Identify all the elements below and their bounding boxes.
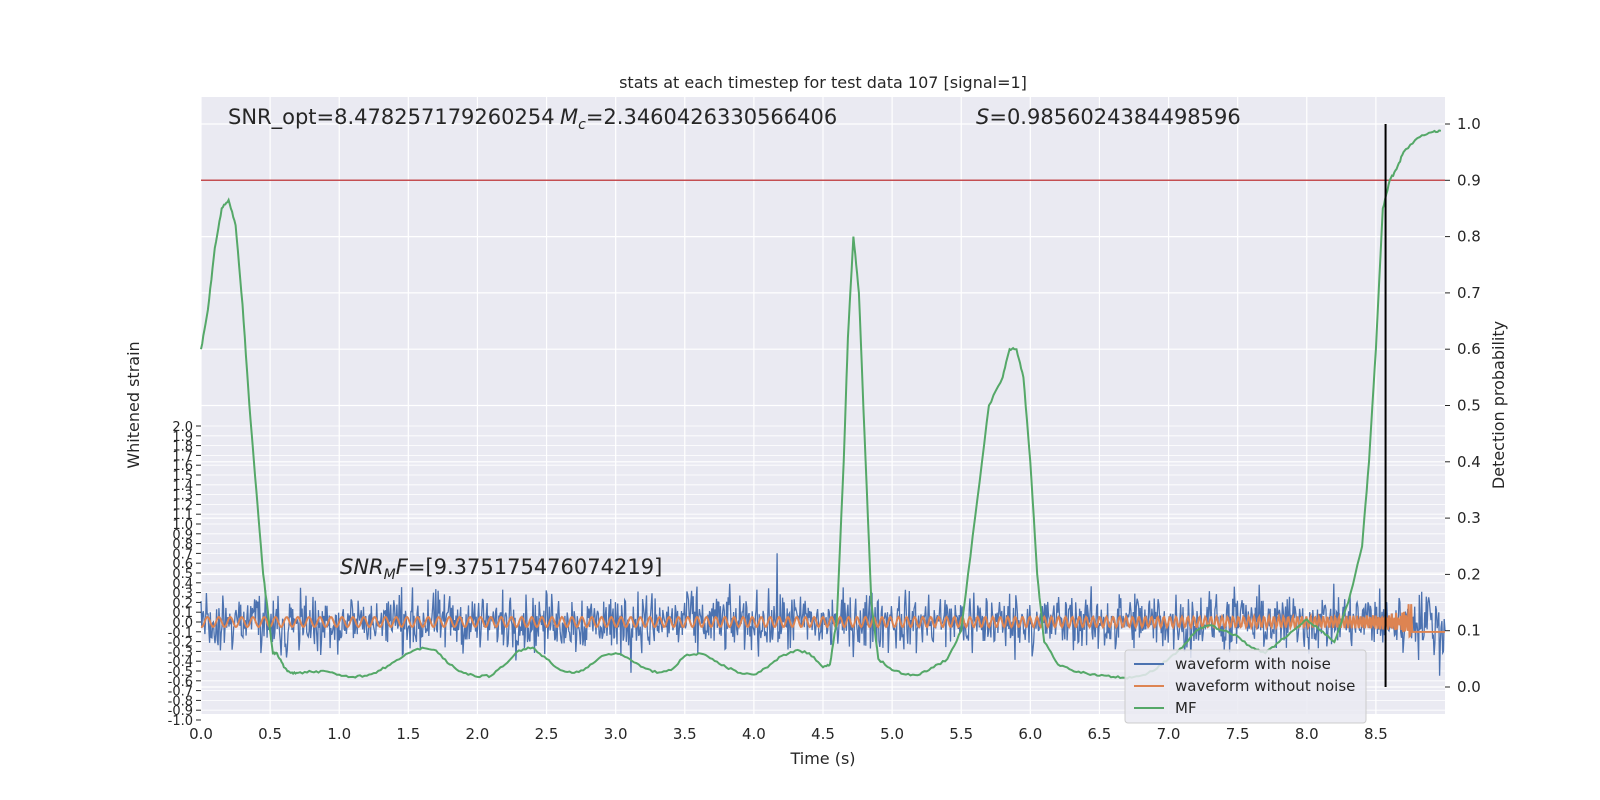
left-axis-label: Whitened strain bbox=[124, 341, 143, 468]
right-axis-label: Detection probability bbox=[1489, 321, 1508, 489]
left-tick-label: 0.9 bbox=[172, 528, 193, 543]
mc-subscript: c bbox=[578, 117, 586, 133]
left-tick-label: 1.5 bbox=[172, 469, 193, 484]
s-value: =0.9856024384498596 bbox=[989, 105, 1240, 129]
left-tick-label: -0.6 bbox=[168, 675, 193, 690]
snr-mf-rest: F bbox=[396, 555, 409, 579]
right-tick-label: 0.8 bbox=[1457, 228, 1481, 246]
left-axis-grid bbox=[201, 425, 1445, 721]
left-tick-label: 0.7 bbox=[172, 547, 193, 562]
x-tick-label: 3.5 bbox=[673, 725, 697, 743]
x-tick-label: 8.0 bbox=[1295, 725, 1319, 743]
left-tick-label: -0.4 bbox=[168, 655, 193, 670]
legend-label-clean: waveform without noise bbox=[1175, 677, 1355, 695]
left-tick-label: 0.4 bbox=[172, 577, 193, 592]
right-tick-label: 0.3 bbox=[1457, 509, 1481, 527]
noise-waveform-line bbox=[200, 553, 1446, 676]
mf-line bbox=[200, 129, 1442, 680]
x-tick-label: 3.0 bbox=[604, 725, 628, 743]
left-tick-label: -0.1 bbox=[168, 626, 193, 641]
x-tick-label: 6.5 bbox=[1088, 725, 1112, 743]
left-tick-label: 1.9 bbox=[172, 430, 193, 445]
mc-annotation: Mc=2.3460426330566406 bbox=[560, 105, 837, 133]
left-tick-label: 1.1 bbox=[172, 508, 193, 523]
right-tick-label: 0.0 bbox=[1457, 678, 1481, 696]
right-tick-label: 0.9 bbox=[1457, 171, 1481, 189]
left-tick-label: -0.7 bbox=[168, 685, 193, 700]
left-tick-label: 1.4 bbox=[172, 479, 193, 494]
s-annotation: S=0.9856024384498596 bbox=[976, 105, 1241, 129]
left-tick-label: 1.3 bbox=[172, 489, 193, 504]
left-tick-label: -1.0 bbox=[168, 714, 193, 729]
left-tick-label: 0.2 bbox=[172, 596, 193, 611]
mc-value: =2.3460426330566406 bbox=[586, 105, 837, 129]
left-tick-label: -0.8 bbox=[168, 694, 193, 709]
left-tick-label: 2.0 bbox=[172, 420, 193, 435]
x-axis-label: Time (s) bbox=[789, 749, 855, 768]
x-tick-label: 8.5 bbox=[1364, 725, 1388, 743]
left-tick-label: 0.3 bbox=[172, 587, 193, 602]
left-axis-ticks: 2.01.91.81.71.61.51.41.31.21.11.00.90.80… bbox=[168, 420, 201, 729]
left-tick-label: -0.3 bbox=[168, 645, 193, 660]
x-tick-label: 0.0 bbox=[189, 725, 213, 743]
waveform-with-noise-series bbox=[200, 553, 1446, 676]
legend: waveform with noise waveform without noi… bbox=[1124, 649, 1367, 724]
right-tick-label: 0.4 bbox=[1457, 453, 1481, 471]
legend-label-mf: MF bbox=[1175, 699, 1197, 717]
snr-mf-annotation: SNRMF=[9.375175476074219] bbox=[340, 555, 662, 583]
x-tick-label: 7.0 bbox=[1157, 725, 1181, 743]
x-tick-label: 4.5 bbox=[811, 725, 835, 743]
x-tick-label: 4.0 bbox=[742, 725, 766, 743]
snr-mf-label: SNR bbox=[340, 555, 384, 579]
legend-box bbox=[1124, 649, 1367, 724]
waveform-without-noise-series bbox=[200, 604, 1445, 639]
left-tick-label: 1.7 bbox=[172, 449, 193, 464]
x-tick-label: 0.5 bbox=[258, 725, 282, 743]
left-tick-label: 0.1 bbox=[172, 606, 193, 621]
right-tick-label: 0.7 bbox=[1457, 284, 1481, 302]
left-tick-label: 1.0 bbox=[172, 518, 193, 533]
left-tick-label: -0.2 bbox=[168, 636, 193, 651]
chart-title: stats at each timestep for test data 107… bbox=[619, 73, 1027, 92]
x-tick-label: 5.5 bbox=[949, 725, 973, 743]
left-tick-label: 0.0 bbox=[172, 616, 193, 631]
left-tick-label: 1.2 bbox=[172, 498, 193, 513]
x-tick-label: 2.5 bbox=[535, 725, 559, 743]
left-tick-label: 1.6 bbox=[172, 459, 193, 474]
x-tick-label: 1.5 bbox=[396, 725, 420, 743]
left-tick-label: -0.9 bbox=[168, 704, 193, 719]
x-tick-label: 1.0 bbox=[327, 725, 351, 743]
legend-label-noise: waveform with noise bbox=[1175, 655, 1331, 673]
left-tick-label: 1.8 bbox=[172, 440, 193, 455]
right-tick-label: 1.0 bbox=[1457, 115, 1481, 133]
mf-series bbox=[200, 129, 1442, 680]
x-tick-label: 6.0 bbox=[1018, 725, 1042, 743]
s-label: S bbox=[976, 105, 989, 129]
x-tick-label: 7.5 bbox=[1226, 725, 1250, 743]
clean-waveform-line bbox=[200, 604, 1445, 639]
x-axis-ticks: 0.0 0.5 1.0 1.5 2.0 2.5 3.0 3.5 4.0 4.5 5.0 5.5 6.0 6… bbox=[189, 725, 1388, 743]
left-tick-label: -0.5 bbox=[168, 665, 193, 680]
right-tick-label: 0.2 bbox=[1457, 565, 1481, 583]
mc-label: M bbox=[560, 105, 578, 129]
x-tick-label: 2.0 bbox=[466, 725, 490, 743]
snr-mf-subscript: M bbox=[384, 567, 396, 583]
snr-opt-annotation: SNR_opt=8.478257179260254 bbox=[228, 105, 555, 130]
right-tick-label: 0.1 bbox=[1457, 622, 1481, 640]
left-tick-label: 0.6 bbox=[172, 557, 193, 572]
right-tick-label: 0.5 bbox=[1457, 397, 1481, 415]
right-axis-ticks: 0.0 0.1 0.2 0.3 0.4 0.5 0.6 0.7 0.8 0.9 1.0 bbox=[1445, 115, 1481, 696]
snr-mf-value: =[9.375175476074219] bbox=[408, 555, 662, 579]
right-tick-label: 0.6 bbox=[1457, 340, 1481, 358]
x-tick-label: 5.0 bbox=[880, 725, 904, 743]
left-tick-label: 0.8 bbox=[172, 538, 193, 553]
left-tick-label: 0.5 bbox=[172, 567, 193, 582]
